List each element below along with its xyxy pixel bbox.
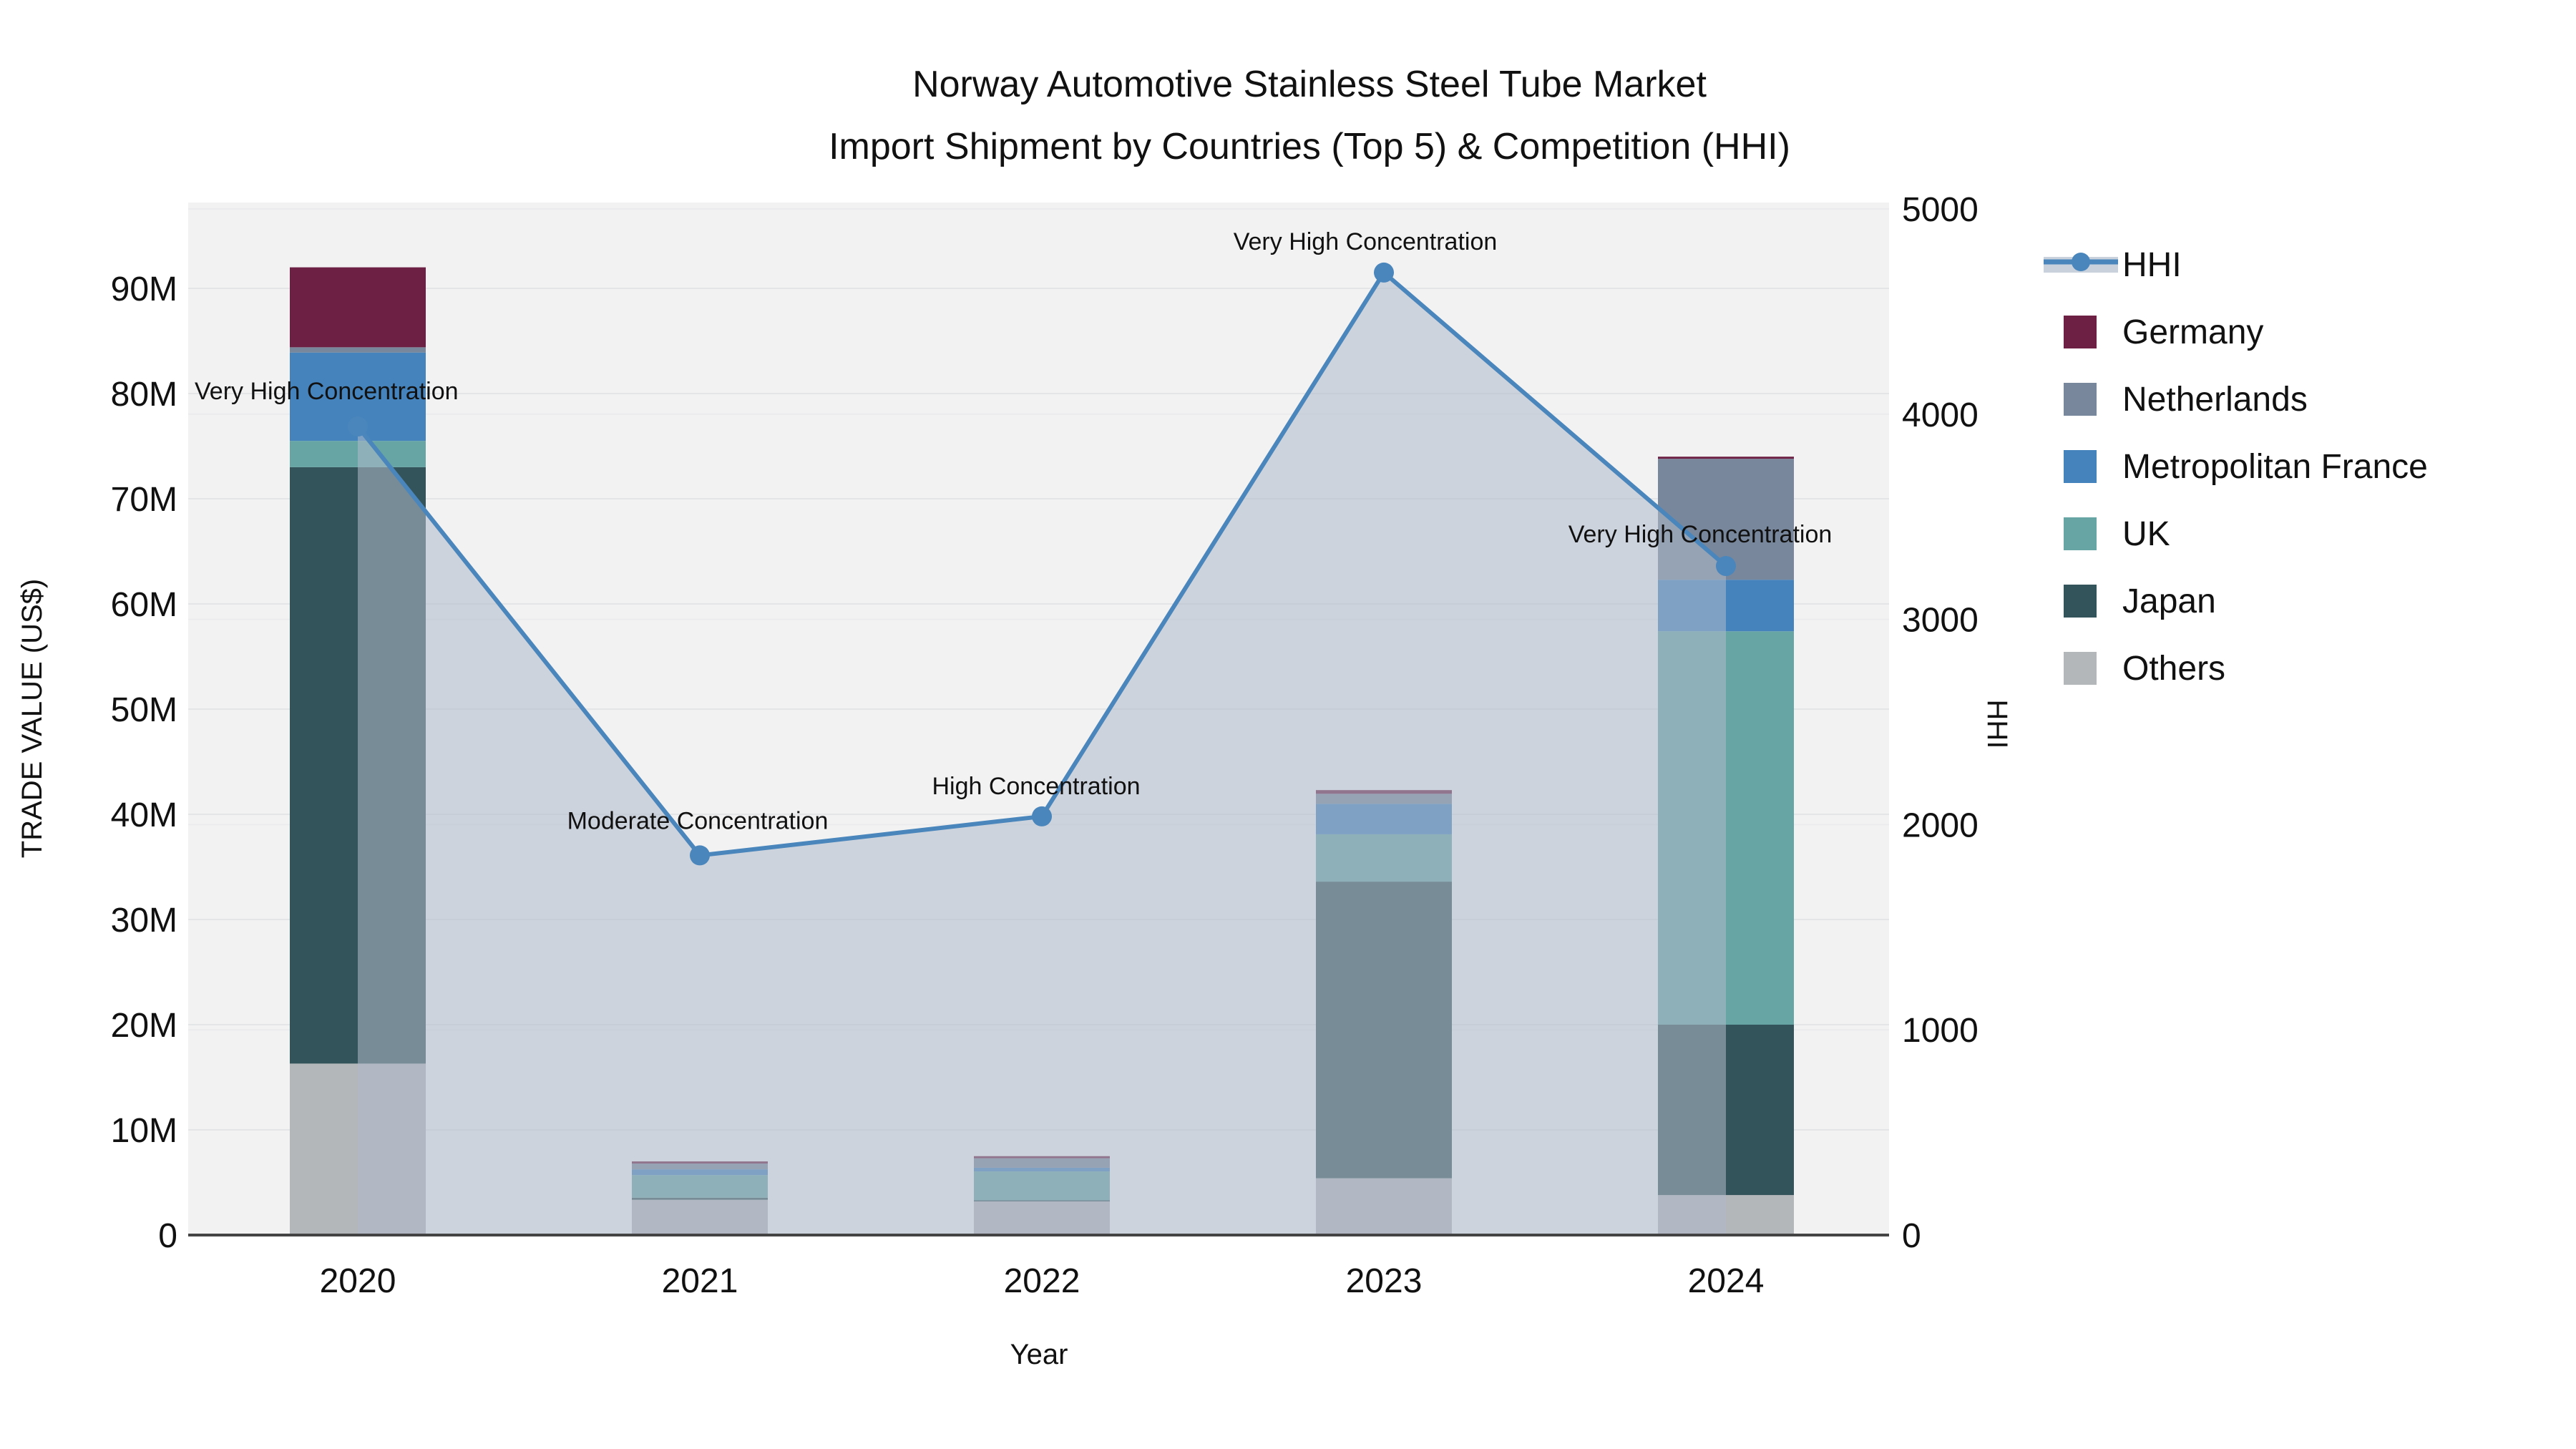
left-tick-20M: 20M [111, 1007, 177, 1045]
legend-swatch-netherlands [2064, 383, 2097, 416]
hhi-marker-2021[interactable] [690, 845, 710, 866]
hhi-marker-2020[interactable] [348, 416, 368, 437]
legend-item-hhi[interactable]: HHI [2044, 246, 2182, 284]
legend-swatch-germany [2064, 316, 2097, 348]
left-tick-0: 0 [158, 1217, 177, 1255]
annotation-2020: Very High Concentration [195, 378, 459, 405]
left-tick-70M: 70M [111, 481, 177, 519]
legend-item-netherlands[interactable]: Netherlands [2064, 381, 2308, 419]
right-tick-0: 0 [1902, 1217, 1921, 1255]
annotation-2021: Moderate Concentration [567, 807, 829, 834]
bar-segment-2020-netherlands[interactable] [290, 347, 426, 353]
legend-item-france[interactable]: Metropolitan France [2064, 448, 2428, 486]
legend-label-france: Metropolitan France [2122, 448, 2428, 486]
x-tick-2020[interactable]: 2020 [320, 1262, 396, 1300]
chart-title-line1: Norway Automotive Stainless Steel Tube M… [912, 64, 1707, 105]
hhi-marker-2024[interactable] [1716, 556, 1736, 577]
x-tick-2022[interactable]: 2022 [1004, 1262, 1080, 1300]
legend-item-uk[interactable]: UK [2064, 515, 2170, 553]
right-tick-2000: 2000 [1902, 806, 1979, 844]
hhi-area-fill [358, 272, 1726, 1236]
annotation-2024: Very High Concentration [1568, 521, 1833, 548]
legend: HHI Germany Netherlands Metropolitan France… [2044, 246, 2428, 688]
bar-segment-2024-germany[interactable] [1658, 457, 1794, 459]
legend-label-japan: Japan [2122, 582, 2216, 620]
bar-segment-2020-germany[interactable] [290, 267, 426, 348]
legend-label-netherlands: Netherlands [2122, 381, 2308, 419]
right-tick-5000: 5000 [1902, 191, 1979, 229]
legend-swatch-france [2064, 450, 2097, 483]
x-tick-2024[interactable]: 2024 [1688, 1262, 1765, 1300]
left-tick-30M: 30M [111, 902, 177, 940]
x-tick-2021[interactable]: 2021 [662, 1262, 738, 1300]
legend-label-uk: UK [2122, 515, 2170, 553]
right-tick-4000: 4000 [1902, 396, 1979, 434]
legend-item-others[interactable]: Others [2064, 650, 2225, 688]
annotation-2022: High Concentration [932, 773, 1140, 800]
legend-label-others: Others [2122, 650, 2225, 688]
left-tick-80M: 80M [111, 376, 177, 414]
legend-item-japan[interactable]: Japan [2064, 582, 2216, 620]
legend-label-germany: Germany [2122, 313, 2263, 351]
right-tick-1000: 1000 [1902, 1012, 1979, 1050]
chart-title-line2: Import Shipment by Countries (Top 5) & C… [829, 126, 1790, 167]
x-axis-title: Year [1010, 1339, 1068, 1370]
right-tick-3000: 3000 [1902, 602, 1979, 640]
legend-label-hhi: HHI [2122, 246, 2182, 284]
annotation-2023: Very High Concentration [1234, 228, 1498, 255]
legend-swatch-japan [2064, 585, 2097, 618]
legend-hhi-marker [2072, 253, 2090, 271]
plot-area-group: Very High Concentration Moderate Concentr… [111, 191, 1979, 1300]
hhi-marker-2022[interactable] [1032, 806, 1052, 826]
legend-item-germany[interactable]: Germany [2064, 313, 2263, 351]
right-axis-title: HHI [1981, 700, 2013, 749]
left-tick-10M: 10M [111, 1112, 177, 1150]
left-tick-90M: 90M [111, 270, 177, 308]
left-tick-40M: 40M [111, 796, 177, 834]
legend-swatch-uk [2064, 517, 2097, 550]
left-axis-title: TRADE VALUE (US$) [16, 579, 48, 858]
left-tick-60M: 60M [111, 586, 177, 624]
x-tick-2023[interactable]: 2023 [1346, 1262, 1423, 1300]
legend-swatch-others [2064, 652, 2097, 685]
hhi-marker-2023[interactable] [1374, 262, 1394, 283]
left-tick-50M: 50M [111, 691, 177, 729]
